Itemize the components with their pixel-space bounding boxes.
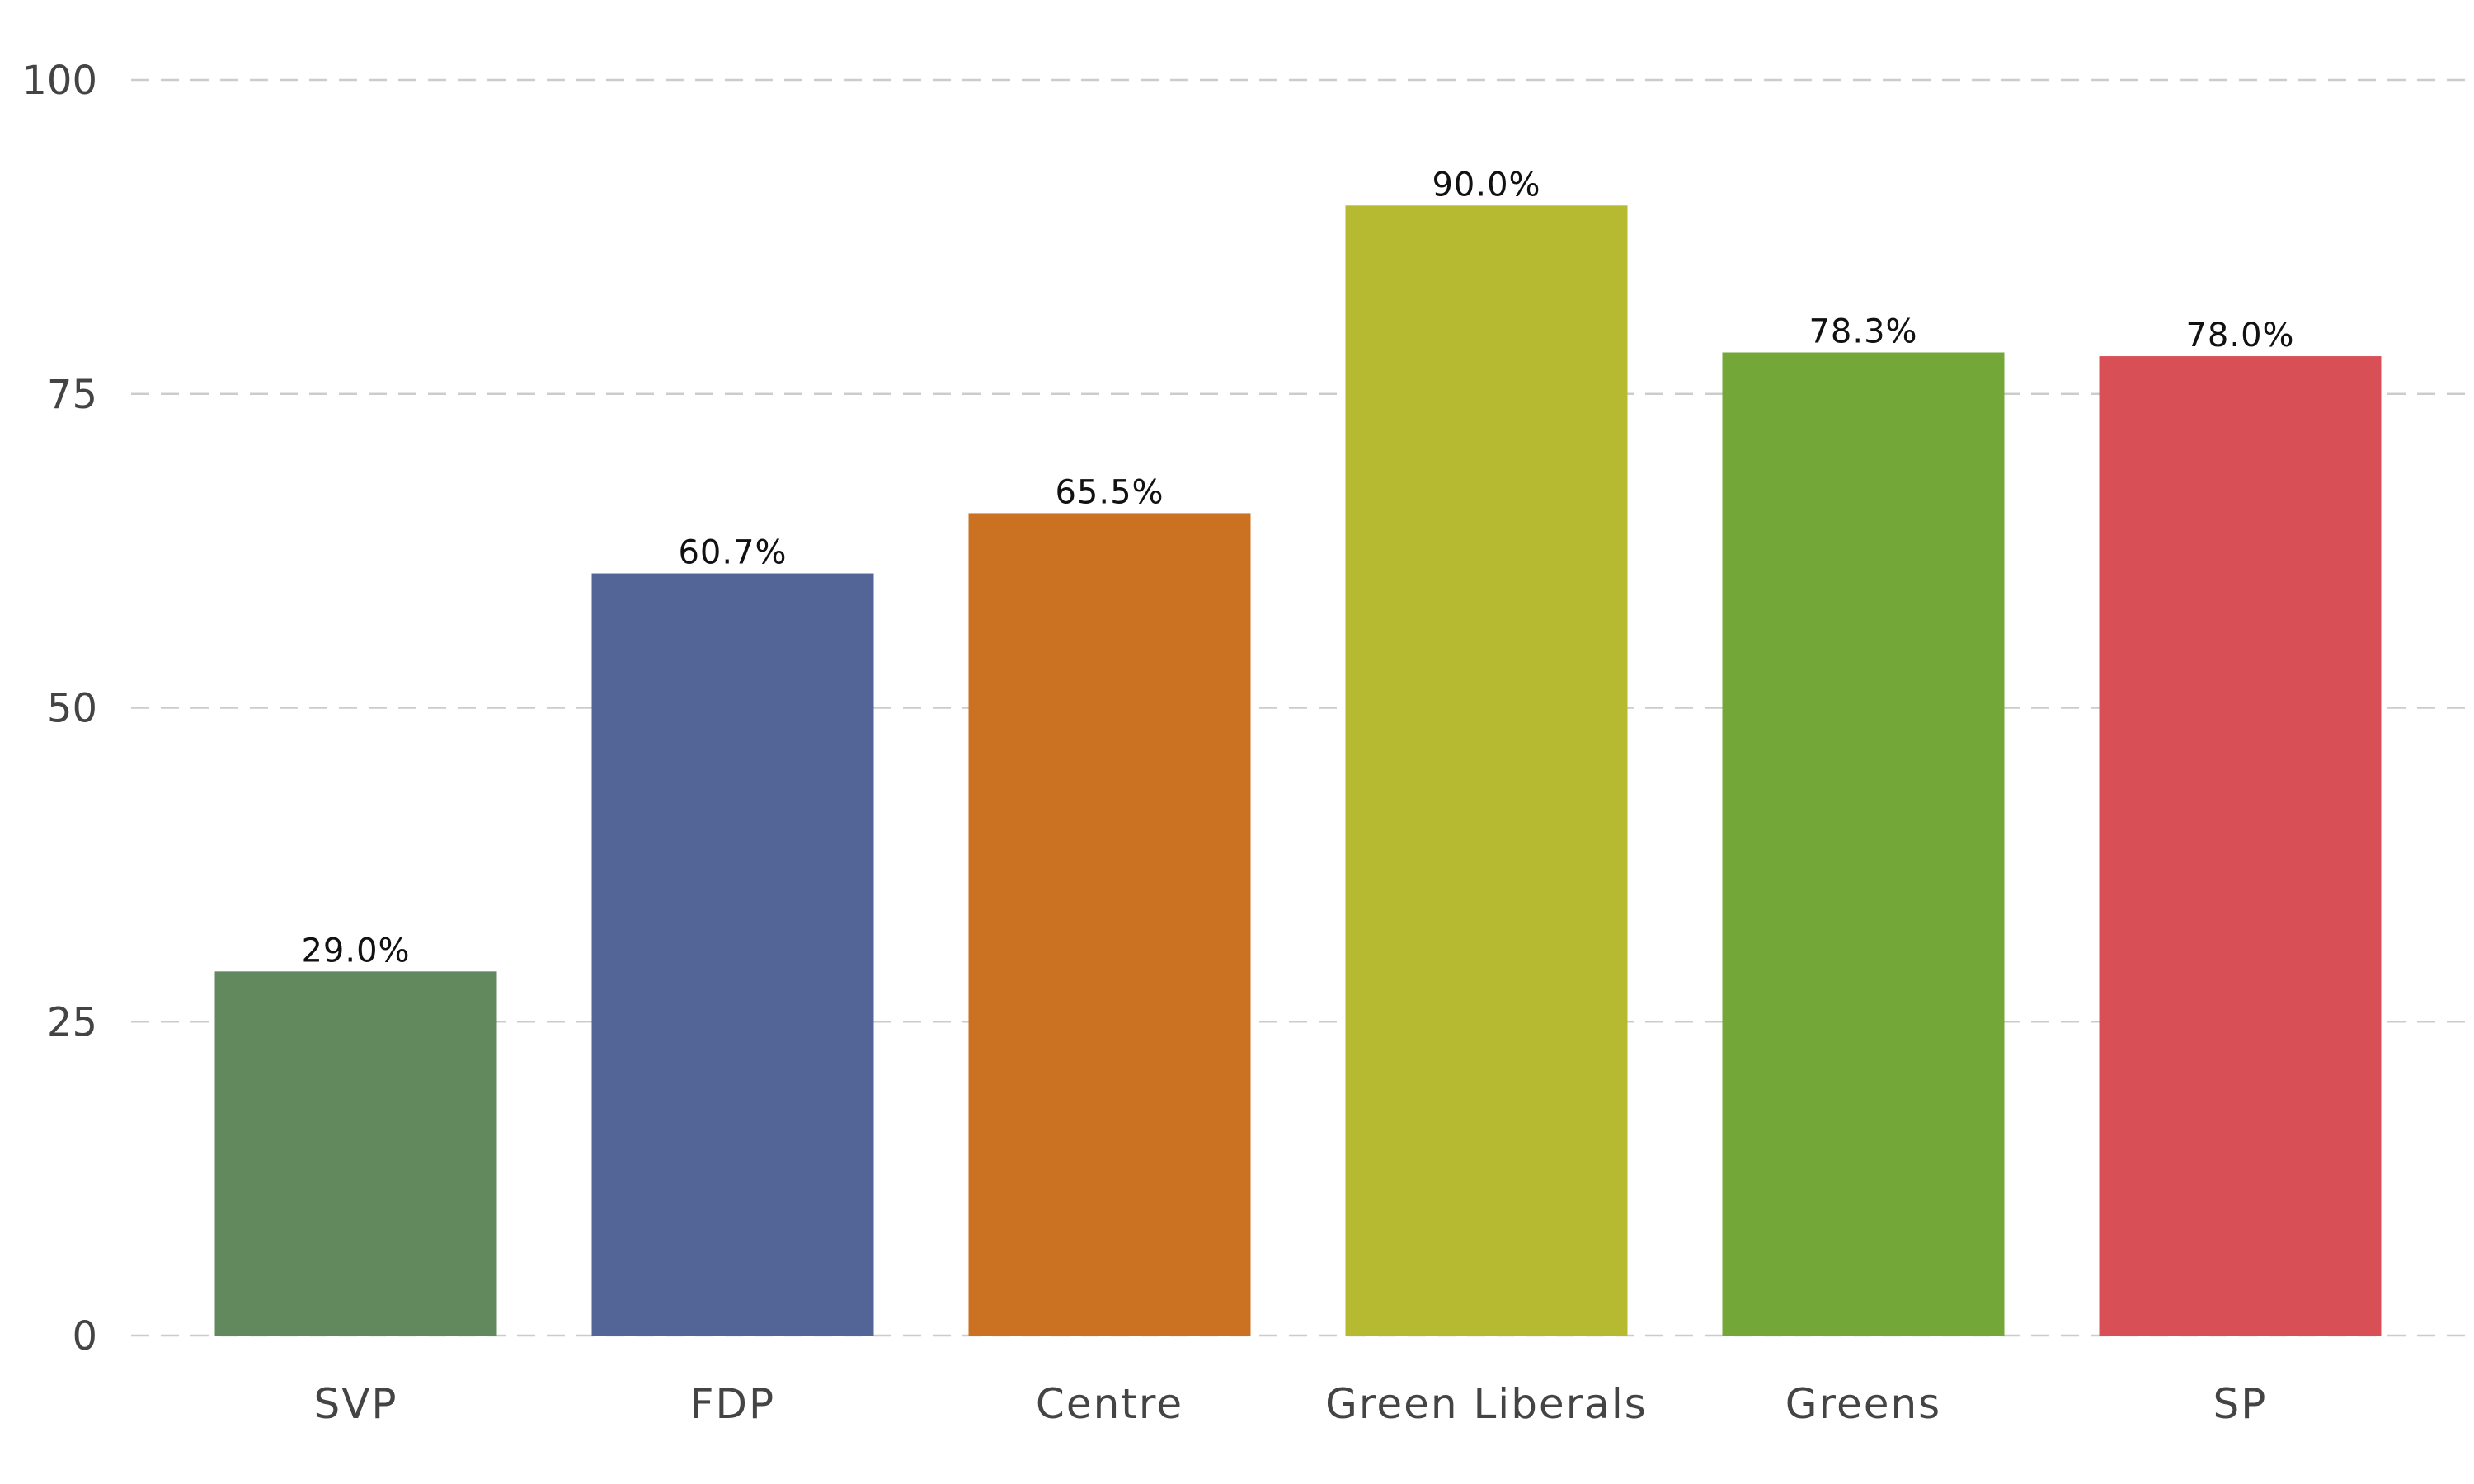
bar [968,513,1251,1336]
data-label: 29.0% [301,932,410,970]
y-tick-label: 0 [72,1313,97,1360]
x-tick-label: Centre [1036,1380,1183,1428]
data-label: 65.5% [1055,473,1164,511]
bar [2099,356,2382,1336]
x-tick-label: Greens [1785,1380,1941,1428]
y-tick-label: 75 [47,372,97,418]
bar [591,573,874,1336]
bar [1345,205,1628,1336]
data-label: 78.3% [1808,312,1917,350]
y-tick-label: 25 [47,999,97,1045]
data-label: 90.0% [1432,166,1540,204]
data-labels: 29.0% 60.7% 65.5% 90.0% 78.3% 78.0% [301,166,2294,970]
bar [214,971,497,1336]
x-axis-ticks: SVP FDP Centre Green Liberals Greens SP [313,1380,2268,1428]
y-tick-label: 50 [47,686,97,732]
x-tick-label: Green Liberals [1325,1380,1648,1428]
x-tick-label: FDP [690,1380,775,1428]
y-axis-ticks: 0 25 50 75 100 [21,58,97,1360]
bars [214,205,2382,1336]
data-label: 60.7% [678,534,787,572]
bar [1722,352,2005,1336]
grid-lines [131,78,2470,1337]
x-tick-label: SP [2213,1380,2268,1428]
y-tick-label: 100 [21,58,97,104]
data-label: 78.0% [2185,317,2294,355]
x-tick-label: SVP [313,1380,397,1428]
